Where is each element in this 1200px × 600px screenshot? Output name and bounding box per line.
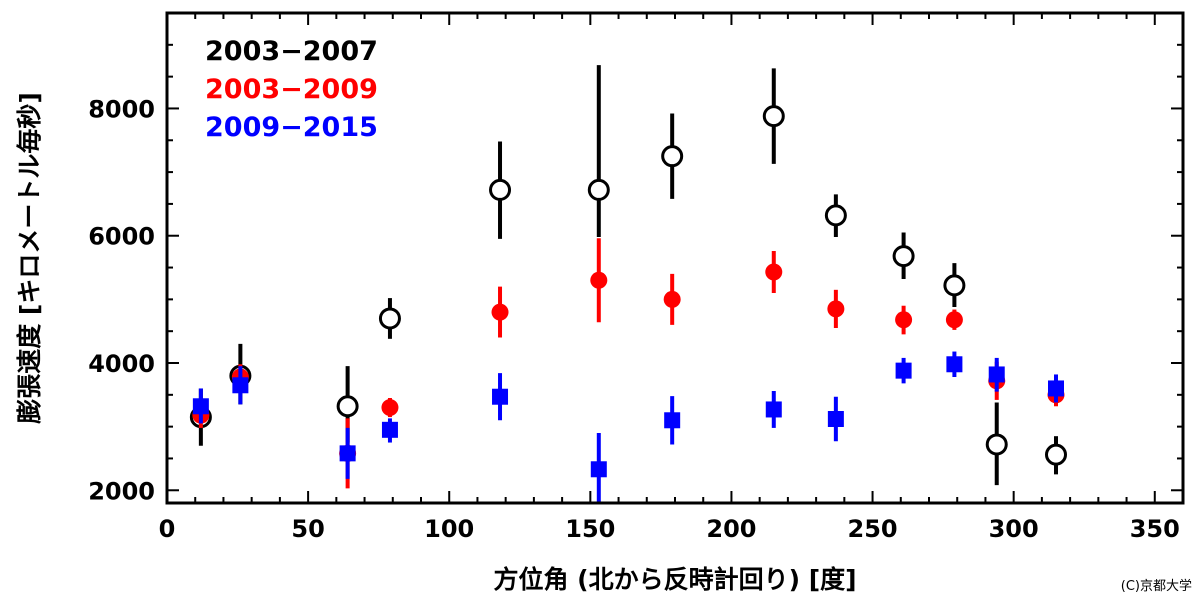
x-axis-label: 方位角 (北から反時計回り) [度] (493, 565, 856, 594)
x-tick-label: 250 (848, 515, 898, 543)
data-point-open-circle (661, 145, 684, 168)
x-tick-label: 300 (989, 515, 1039, 543)
series-2 (192, 238, 1065, 489)
x-tick-label: 0 (159, 515, 176, 543)
y-tick-label: 6000 (88, 223, 155, 251)
x-tick-label: 350 (1130, 515, 1180, 543)
data-point-square (192, 398, 209, 415)
data-point-square (988, 366, 1005, 383)
data-point-square (381, 421, 398, 438)
data-point-open-circle (489, 178, 512, 201)
data-point-filled-circle (663, 290, 681, 308)
data-point-square (339, 445, 356, 462)
y-tick-label: 4000 (88, 350, 155, 378)
data-point-square (1048, 380, 1064, 397)
data-point-square (946, 356, 963, 373)
data-point-square (664, 412, 681, 429)
data-point-square (492, 388, 509, 405)
series-3 (192, 351, 1064, 502)
x-tick-label: 200 (706, 515, 756, 543)
y-tick-label: 8000 (88, 95, 155, 123)
data-marks (189, 65, 1067, 502)
data-point-square (765, 401, 782, 418)
data-point-filled-circle (765, 263, 783, 281)
y-tick-label: 2000 (88, 477, 155, 505)
data-point-open-circle (762, 105, 785, 128)
data-point-open-circle (892, 245, 915, 268)
data-point-square (232, 377, 249, 394)
data-point-square (895, 362, 912, 379)
data-point-filled-circle (381, 399, 399, 417)
data-point-filled-circle (491, 303, 509, 321)
axes: 0 50 100 150 200 250 300 350 2000 4000 6000 8000 (88, 12, 1184, 543)
data-point-filled-circle (590, 271, 608, 289)
data-point-open-circle (336, 395, 359, 418)
x-tick-label: 100 (424, 515, 474, 543)
data-point-square (590, 461, 607, 478)
legend-entry: 2009−2015 (205, 112, 378, 143)
x-tick-label: 150 (565, 515, 615, 543)
data-point-filled-circle (895, 311, 913, 329)
data-point-filled-circle (945, 311, 963, 329)
legend-entry: 2003−2009 (205, 74, 378, 105)
data-point-square (827, 411, 844, 427)
data-point-open-circle (985, 433, 1008, 456)
credit-text: (C)京都大学 (1121, 578, 1192, 594)
data-point-open-circle (587, 178, 610, 201)
x-tick-label: 50 (291, 515, 324, 543)
data-point-open-circle (1045, 443, 1067, 466)
data-point-open-circle (378, 307, 401, 330)
legend-entry: 2003−2007 (205, 36, 378, 67)
data-point-filled-circle (827, 300, 845, 318)
data-point-open-circle (943, 274, 966, 297)
legend: 2003−2007 2003−2009 2009−2015 (205, 36, 378, 143)
data-point-open-circle (824, 204, 847, 227)
y-axis-label: 膨張速度 [キロメートル毎秒] (15, 92, 44, 424)
